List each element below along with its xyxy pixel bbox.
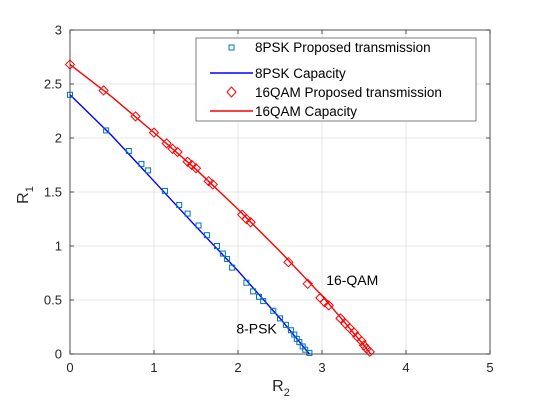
- data-point-square: [250, 288, 257, 295]
- legend-box: [195, 37, 477, 122]
- legend-entry-16qam-proposed: 16QAM Proposed transmission: [226, 85, 442, 100]
- data-point-diamond: [335, 313, 346, 324]
- data-point-square: [277, 315, 283, 322]
- legend-label-8psk-proposed: 8PSK Proposed transmission: [255, 40, 431, 55]
- data-point-diamond: [207, 179, 219, 190]
- data-point-square: [138, 160, 145, 167]
- series-line-3: [69, 64, 372, 355]
- x-tick-label: 3: [318, 360, 325, 375]
- data-point-square: [176, 201, 183, 208]
- legend-label-16qam-capacity: 16QAM Capacity: [255, 104, 357, 119]
- data-point-square: [282, 321, 289, 328]
- y-tick-label: 1: [55, 239, 62, 254]
- x-tick-label: 5: [486, 360, 493, 375]
- y-tick-label: 0.5: [44, 293, 62, 308]
- x-tick-label: 0: [66, 360, 73, 375]
- data-point-diamond: [148, 127, 160, 138]
- y-tick-label: 2: [55, 131, 62, 146]
- data-point-square: [270, 307, 277, 314]
- annotation-label: 8-PSK: [236, 320, 277, 336]
- data-point-diamond: [167, 143, 178, 155]
- x-tick-label: 1: [150, 360, 157, 375]
- x-axis-label: R2: [272, 378, 290, 399]
- data-point-square: [203, 232, 210, 239]
- data-point-diamond: [283, 256, 294, 268]
- x-tick-label: 4: [402, 360, 409, 375]
- data-point-diamond: [348, 327, 360, 338]
- y-axis-label: R1: [15, 186, 36, 204]
- data-point-diamond: [161, 138, 172, 149]
- data-point-square: [260, 298, 267, 305]
- data-point-diamond: [190, 163, 202, 174]
- data-point-diamond: [182, 156, 193, 167]
- data-point-square: [302, 346, 309, 353]
- data-point-square: [256, 293, 262, 300]
- data-point-diamond: [241, 213, 252, 225]
- y-tick-label: 2.5: [44, 77, 62, 92]
- data-point-diamond: [302, 278, 313, 290]
- annotation-label: 16-QAM: [326, 272, 378, 288]
- data-point-square: [229, 264, 236, 271]
- data-point-diamond: [323, 300, 334, 311]
- y-tick-label: 1.5: [44, 185, 62, 200]
- data-point-diamond: [130, 111, 141, 122]
- data-point-square: [224, 255, 231, 262]
- data-point-square: [287, 327, 294, 334]
- data-point-square: [296, 339, 303, 346]
- data-point-square: [243, 279, 250, 286]
- data-point-diamond: [203, 175, 214, 187]
- data-point-diamond: [98, 85, 109, 96]
- y-tick-label: 3: [55, 23, 62, 38]
- legend-label-8psk-capacity: 8PSK Capacity: [255, 66, 346, 81]
- data-point-square: [214, 243, 220, 249]
- data-point-square: [184, 210, 191, 217]
- annotations: 16-QAM 8-PSK: [236, 272, 378, 337]
- data-point-diamond: [186, 159, 198, 171]
- data-point-square: [306, 349, 313, 356]
- data-point-square: [161, 187, 168, 194]
- data-point-square: [145, 167, 152, 174]
- legend-entry-16qam-capacity: 16QAM Capacity: [210, 104, 357, 119]
- data-point-diamond: [364, 346, 376, 358]
- data-point-square: [195, 222, 202, 229]
- legend: 8PSK Proposed transmission 8PSK Capacity…: [195, 37, 477, 122]
- legend-square-marker: [228, 44, 235, 51]
- series-layer: [64, 59, 376, 358]
- legend-diamond-marker: [226, 86, 237, 98]
- data-point-diamond: [172, 146, 183, 158]
- data-point-square: [125, 147, 132, 154]
- legend-entry-8psk-capacity: 8PSK Capacity: [210, 66, 346, 81]
- data-point-diamond: [356, 335, 367, 347]
- y-tick-label: 0: [55, 347, 62, 362]
- data-point-square: [103, 127, 110, 134]
- legend-label-16qam-proposed: 16QAM Proposed transmission: [255, 85, 442, 100]
- data-point-diamond: [358, 340, 370, 351]
- axis-ticks: 0 1 2 3 4 5 0 0.5 1 1.5 2 2.5 3: [44, 23, 494, 376]
- data-point-diamond: [319, 296, 330, 308]
- data-point-diamond: [245, 217, 256, 228]
- data-point-square: [219, 250, 226, 257]
- legend-entry-8psk-proposed: 8PSK Proposed transmission: [228, 40, 431, 55]
- x-tick-label: 2: [234, 360, 241, 375]
